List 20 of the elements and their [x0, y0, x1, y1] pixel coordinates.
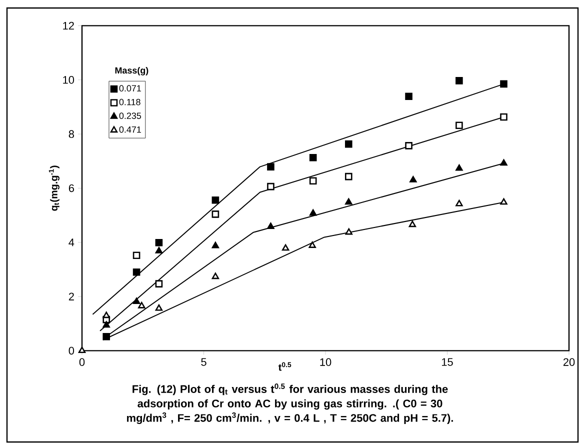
- y-tick-label: 4: [68, 238, 74, 246]
- y-tick-label: 6: [68, 184, 74, 192]
- legend-label: 0.471: [119, 126, 141, 133]
- text: Fig. (12) Plot of q$_{t}$ versus t$^{0.5}$ for various masses during the adsorption of Cr onto AC by using gas stirring. .( C0 = 30 mg/dm$^{3}$ , F= 250 cm$^{3}$/min. , v = 0.4 L , T = 250C and pH = 5.7).: [127, 384, 453, 424]
- y-tick-label: 2: [68, 292, 74, 300]
- x-tick-label: 5: [201, 358, 206, 366]
- legend-label: 0.235: [119, 112, 142, 119]
- y-axis-title: q$_{t}$(mg.g$^{-1}$): [48, 166, 60, 211]
- y-tick-label: 8: [68, 130, 74, 138]
- x-tick-label: 15: [442, 358, 453, 366]
- x-axis-title: t$^{0.5}$: [278, 362, 292, 371]
- legend-title: Mass(g): [115, 66, 148, 76]
- y-tick-label: 12: [63, 22, 74, 30]
- y-tick-label: 10: [63, 76, 74, 84]
- legend-label: 0.118: [119, 98, 140, 106]
- legend-label: 0.071: [119, 85, 141, 92]
- x-tick-label: 10: [320, 358, 332, 366]
- x-tick-label: 20: [563, 358, 575, 366]
- x-tick-label: 0: [79, 358, 85, 366]
- y-tick-label: 0: [68, 346, 74, 355]
